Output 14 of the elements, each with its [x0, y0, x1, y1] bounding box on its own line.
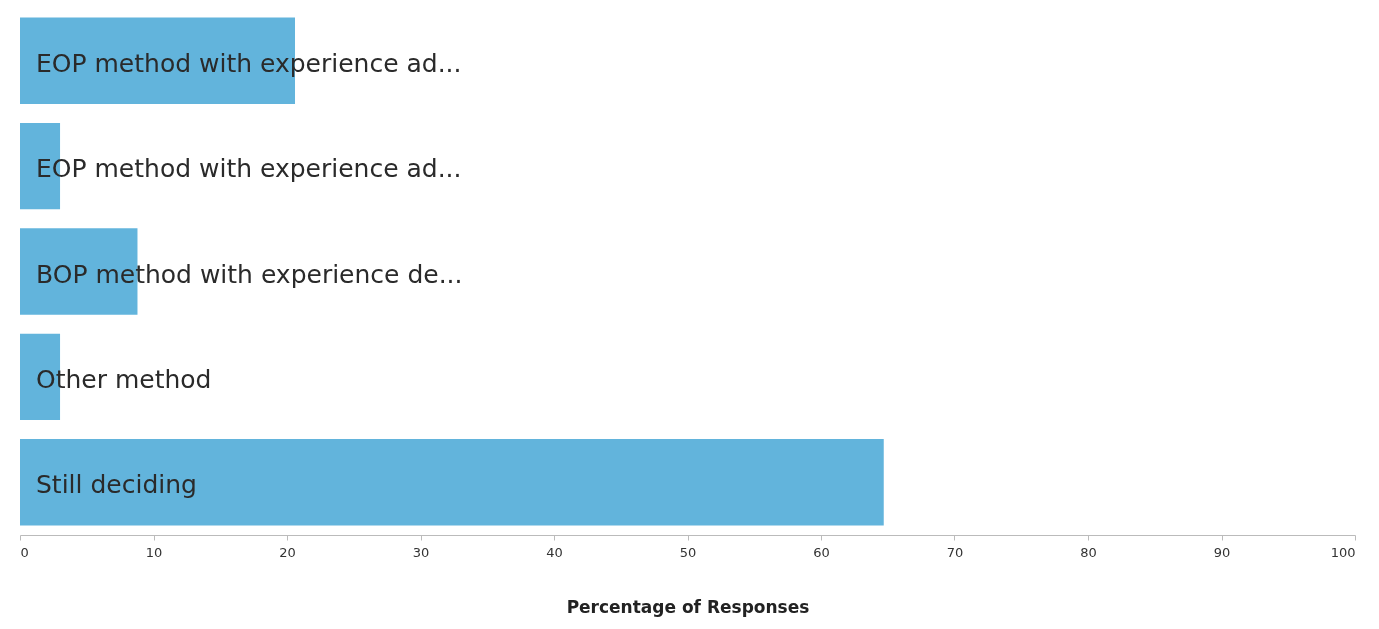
y-tick-label: Still deciding — [36, 470, 197, 500]
x-tick-label: 90 — [1213, 544, 1231, 560]
x-tick-label: 20 — [279, 544, 296, 560]
x-tick-label: 10 — [145, 544, 163, 560]
x-tick-label: 0 — [20, 544, 29, 560]
x-tick-label: 60 — [813, 544, 830, 560]
x-tick-label: 100 — [1330, 544, 1356, 560]
x-tick-label: 80 — [1080, 544, 1097, 560]
bar — [20, 439, 884, 526]
x-tick-label: 50 — [679, 544, 697, 560]
x-tick-label: 40 — [546, 544, 563, 560]
x-axis-title: Percentage of Responses — [566, 596, 810, 617]
x-tick-label: 70 — [946, 544, 964, 560]
x-tick-label: 30 — [412, 544, 430, 560]
